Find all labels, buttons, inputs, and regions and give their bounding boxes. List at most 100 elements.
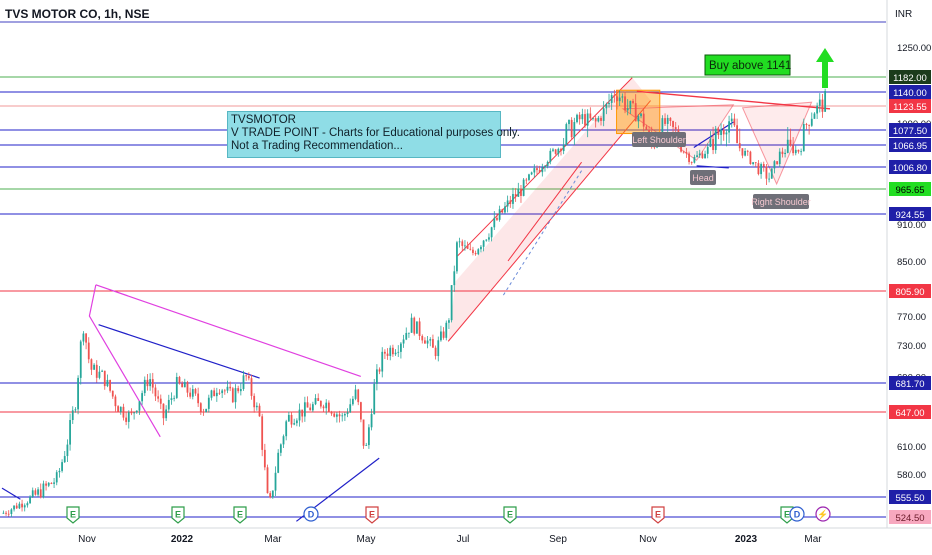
candle-body — [552, 149, 554, 151]
candle-body — [802, 123, 805, 152]
candle-body — [469, 248, 472, 250]
candle-body — [218, 392, 221, 394]
candle-body — [109, 379, 111, 391]
candle-body — [709, 138, 712, 147]
currency-label: INR — [895, 9, 912, 20]
candle-body — [93, 364, 95, 370]
candle-body — [640, 113, 642, 117]
channel-line — [507, 161, 583, 262]
candle-body — [231, 388, 234, 403]
price-level-label: 1140.00 — [893, 88, 927, 99]
candle-body — [31, 490, 34, 497]
candle-body — [223, 390, 226, 392]
price-tick-label: 910.00 — [897, 220, 926, 231]
event-marker[interactable]: E — [171, 506, 185, 524]
event-marker[interactable]: E — [503, 506, 517, 524]
price-level-label: 1066.95 — [893, 141, 927, 152]
candle-body — [824, 90, 827, 112]
candle-body — [557, 148, 560, 154]
event-marker[interactable]: E — [66, 506, 80, 524]
candle-body — [805, 123, 808, 125]
candle-body — [456, 242, 458, 272]
candle-body — [477, 249, 480, 255]
time-tick-label: 2023 — [735, 534, 758, 545]
candle-body — [271, 490, 274, 498]
candle-body — [213, 390, 216, 397]
candle-body — [178, 376, 181, 384]
candle-body — [525, 179, 528, 181]
price-level-badge — [889, 160, 931, 174]
candle-body — [704, 153, 706, 159]
candle-body — [784, 152, 787, 155]
candle-body — [765, 166, 768, 179]
candle-body — [629, 100, 632, 109]
candle-body — [432, 339, 434, 348]
event-marker[interactable]: D — [789, 506, 805, 522]
price-axis: 1250.001090.00970.00910.00850.00770.0073… — [886, 0, 932, 528]
candle-body — [47, 482, 50, 486]
candle-body — [800, 151, 803, 153]
event-marker[interactable]: E — [365, 506, 379, 524]
candle-body — [367, 427, 370, 446]
candle-body — [565, 124, 568, 146]
candle-body — [776, 161, 778, 165]
candle-body — [306, 402, 309, 408]
candle-body — [738, 143, 741, 149]
event-marker[interactable]: E — [651, 506, 665, 524]
candle-body — [325, 402, 328, 409]
candle-body — [746, 150, 749, 152]
event-marker-shape — [789, 506, 805, 522]
candle-body — [298, 409, 301, 421]
candle-body — [82, 333, 85, 342]
candle-body — [696, 155, 698, 158]
candle-body — [536, 168, 538, 171]
candle-body — [626, 108, 629, 111]
candle-body — [624, 96, 626, 111]
price-level-label: 965.65 — [895, 185, 924, 196]
event-marker[interactable]: E — [780, 506, 794, 524]
candle-body — [448, 320, 450, 323]
event-marker-label: E — [70, 510, 76, 520]
trend-line — [98, 324, 260, 379]
candle-body — [458, 241, 461, 243]
event-marker[interactable]: D — [303, 506, 319, 522]
candle-body — [263, 449, 266, 468]
candle-body — [15, 505, 18, 509]
candle-body — [698, 153, 701, 156]
candle-body — [392, 347, 394, 355]
candle-body — [712, 138, 714, 151]
trend-line — [1, 487, 21, 500]
candle-body — [202, 411, 205, 413]
candle-body — [445, 322, 448, 338]
candle-body — [730, 118, 733, 122]
candle-body — [106, 379, 109, 387]
candle-body — [7, 513, 10, 515]
note-line-2: V TRADE POINT - Charts for Educational p… — [231, 127, 520, 139]
candle-body — [269, 493, 272, 498]
event-marker[interactable]: E — [233, 506, 247, 524]
event-marker-shape — [66, 506, 80, 524]
candle-body — [141, 393, 144, 402]
candle-body — [173, 397, 176, 399]
pattern-label: Left Shoulder — [632, 135, 686, 145]
price-tick-label: 770.00 — [897, 312, 926, 323]
candle-body — [66, 444, 69, 457]
time-tick-label: Mar — [804, 534, 822, 545]
candle-body — [538, 170, 541, 173]
candle-body — [661, 118, 664, 146]
price-level-label: 647.00 — [895, 408, 924, 419]
candle-body — [146, 379, 149, 387]
candle-body — [154, 387, 157, 397]
candle-body — [408, 332, 410, 334]
event-marker[interactable]: ⚡ — [815, 506, 831, 522]
candle-body — [818, 99, 821, 106]
candle-body — [546, 161, 549, 166]
candle-body — [666, 117, 669, 124]
candle-body — [512, 194, 514, 204]
price-level-label: 1077.50 — [893, 126, 927, 137]
candle-body — [258, 405, 261, 417]
candle-body — [504, 206, 506, 213]
candle-body — [37, 489, 39, 495]
